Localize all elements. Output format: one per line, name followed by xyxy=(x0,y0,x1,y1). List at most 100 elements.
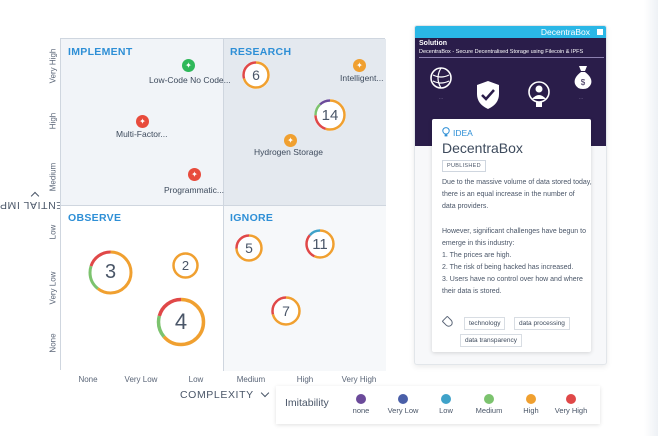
cluster-count: 11 xyxy=(312,235,328,253)
idea-pin-icon[interactable]: ✦ xyxy=(182,59,195,72)
legend-dot xyxy=(441,394,451,404)
idea-cluster-bubble[interactable]: 4 xyxy=(156,297,206,347)
imitability-legend: Imitability none Very Low Low Medium Hig… xyxy=(276,386,600,424)
cluster-count: 2 xyxy=(181,258,190,273)
legend-item: Very High xyxy=(551,394,591,415)
y-tick: Medium xyxy=(46,157,60,197)
tag-chip[interactable]: data transparency xyxy=(460,334,523,347)
legend-item: High xyxy=(511,394,551,415)
idea-type-label: IDEA xyxy=(453,128,473,138)
idea-pin-icon[interactable]: ✦ xyxy=(284,134,297,147)
description-line: data providers. xyxy=(442,203,489,210)
y-tick-label: Low xyxy=(48,224,58,240)
cluster-count: 7 xyxy=(282,303,290,319)
divider-horizontal xyxy=(61,205,386,206)
legend-dot xyxy=(566,394,576,404)
idea-pin-icon[interactable]: ✦ xyxy=(188,168,201,181)
legend-dot xyxy=(484,394,494,404)
x-tick-label: Medium xyxy=(236,375,266,384)
lightbulb-icon xyxy=(442,127,450,137)
y-tick: Very Low xyxy=(46,268,60,308)
x-axis-label-text: COMPLEXITY xyxy=(180,389,254,401)
x-tick-label: Low xyxy=(188,375,204,384)
idea-pin-label[interactable]: Hydrogen Storage xyxy=(254,147,323,157)
description-line: However, significant challenges have beg… xyxy=(442,228,586,235)
y-tick-label: Very Low xyxy=(48,271,58,305)
panel-window-title: DecentraBox xyxy=(540,27,590,37)
cluster-ring xyxy=(156,297,206,347)
priority-matrix: IMPLEMENT RESEARCH OBSERVE IGNORE ✦ Low-… xyxy=(60,38,386,371)
cluster-ring xyxy=(235,234,263,262)
legend-item: none xyxy=(341,394,381,415)
y-tick: None xyxy=(46,323,60,363)
banner-divider xyxy=(419,57,604,58)
idea-card: IDEA DecentraBox PUBLISHED Due to the ma… xyxy=(432,119,592,352)
idea-cluster-bubble[interactable]: 7 xyxy=(271,296,301,326)
user-lock-icon xyxy=(528,81,550,107)
cluster-ring xyxy=(305,229,335,259)
quadrant-label-implement: IMPLEMENT xyxy=(68,46,133,58)
cluster-ring xyxy=(172,252,199,279)
legend-item: Medium xyxy=(469,394,509,415)
idea-pin-icon[interactable]: ✦ xyxy=(136,115,149,128)
cluster-ring xyxy=(271,296,301,326)
idea-cluster-bubble[interactable]: 2 xyxy=(172,252,199,279)
x-tick-label: Very High xyxy=(341,375,377,384)
cluster-count: 5 xyxy=(245,240,253,256)
y-tick-label: Medium xyxy=(48,162,58,192)
idea-title: DecentraBox xyxy=(442,140,523,156)
shield-check-icon xyxy=(477,81,499,109)
legend-dot xyxy=(398,394,408,404)
cluster-count: 3 xyxy=(104,261,117,283)
description-line: there is an equal increase in the number… xyxy=(442,191,575,198)
y-axis-label[interactable]: POTENTIAL IMPACT xyxy=(0,150,87,260)
y-tick: Very High xyxy=(46,46,60,86)
cluster-ring xyxy=(242,61,270,89)
idea-cluster-bubble[interactable]: 3 xyxy=(88,250,133,295)
description-line: 1. The prices are high. xyxy=(442,252,512,259)
legend-item: Low xyxy=(426,394,466,415)
idea-pin-label[interactable]: Programmatic... xyxy=(164,185,224,195)
legend-label: Very Low xyxy=(387,406,419,415)
idea-cluster-bubble[interactable]: 11 xyxy=(305,229,335,259)
status-badge: PUBLISHED xyxy=(442,160,486,172)
idea-cluster-bubble[interactable]: 5 xyxy=(235,234,263,262)
quadrant-observe xyxy=(61,205,223,371)
legend-dot xyxy=(356,394,366,404)
tag-icon xyxy=(441,315,455,329)
idea-pin-label[interactable]: Low-Code No Code... xyxy=(149,75,231,85)
idea-cluster-bubble[interactable]: 14 xyxy=(314,99,346,131)
window-icon[interactable] xyxy=(597,29,603,35)
x-tick-label: High xyxy=(296,375,314,384)
cluster-ring xyxy=(88,250,133,295)
edge-shadow xyxy=(644,0,658,436)
description-line: 2. The risk of being hacked has increase… xyxy=(442,264,574,271)
tag-chip[interactable]: data processing xyxy=(514,317,570,330)
idea-detail-panel: DecentraBox Solution DecentraBox - Secur… xyxy=(414,25,607,365)
idea-pin-icon[interactable]: ✦ xyxy=(353,59,366,72)
idea-type-row: IDEA xyxy=(442,127,473,138)
banner-heading: Solution xyxy=(419,40,447,47)
y-tick: Low xyxy=(46,212,60,252)
cluster-count: 6 xyxy=(252,67,260,83)
description-line: emerge in this industry: xyxy=(442,240,515,247)
legend-label: High xyxy=(523,406,539,415)
y-tick-label: None xyxy=(48,333,58,353)
idea-pin-label[interactable]: Intelligent... xyxy=(340,73,384,83)
x-tick-label: None xyxy=(78,375,98,384)
legend-title: Imitability xyxy=(285,397,329,409)
banner-caption: ··· xyxy=(579,96,583,101)
description-line: 3. Users have no control over how and wh… xyxy=(442,276,583,283)
description-line: their data is stored. xyxy=(442,288,502,295)
legend-label: Medium xyxy=(475,406,503,415)
x-axis-label[interactable]: COMPLEXITY xyxy=(180,388,269,401)
panel-title-bar: DecentraBox xyxy=(415,26,606,38)
quadrant-ignore xyxy=(223,205,386,371)
x-tick-label: Very Low xyxy=(124,375,158,384)
legend-dot xyxy=(526,394,536,404)
idea-pin-label[interactable]: Multi-Factor... xyxy=(116,129,168,139)
idea-cluster-bubble[interactable]: 6 xyxy=(242,61,270,89)
legend-label: none xyxy=(352,406,370,415)
tag-chip[interactable]: technology xyxy=(464,317,506,330)
banner-subtitle: DecentraBox - Secure Decentralised Stora… xyxy=(419,49,584,55)
